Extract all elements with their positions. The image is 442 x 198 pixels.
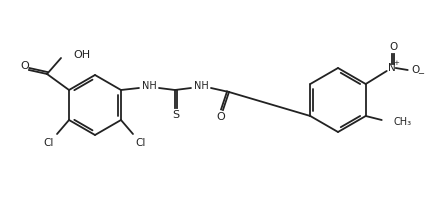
Text: O: O xyxy=(217,112,225,122)
Text: NH: NH xyxy=(141,81,156,91)
Text: O: O xyxy=(21,61,30,71)
Text: CH₃: CH₃ xyxy=(394,117,412,127)
Text: NH: NH xyxy=(194,81,208,91)
Text: Cl: Cl xyxy=(44,138,54,148)
Text: −: − xyxy=(417,69,424,78)
Text: OH: OH xyxy=(73,50,90,60)
Text: S: S xyxy=(172,110,179,120)
Text: N: N xyxy=(388,63,396,73)
Text: Cl: Cl xyxy=(136,138,146,148)
Text: O: O xyxy=(412,65,420,75)
Text: +: + xyxy=(394,60,400,66)
Text: O: O xyxy=(389,42,398,52)
